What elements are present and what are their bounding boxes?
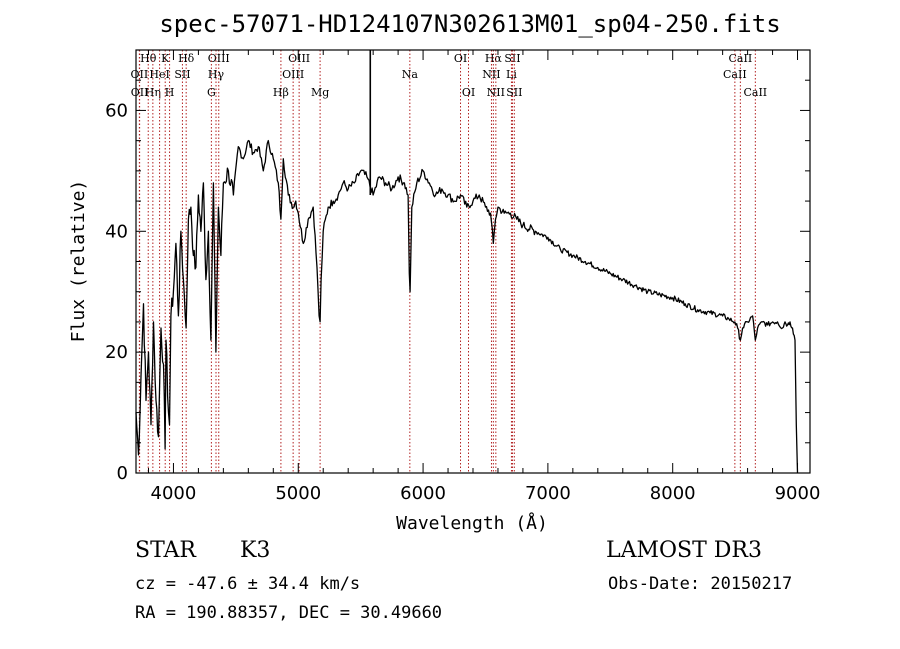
spectral-line-label: SII: [174, 68, 190, 81]
spectral-line-label: OIII: [288, 52, 310, 65]
spectral-line-label: OIII: [208, 52, 230, 65]
spectral-line-label: OI: [462, 86, 475, 99]
x-tick-label: 9000: [775, 483, 821, 504]
y-tick-label: 20: [105, 342, 128, 363]
obs-date: Obs-Date: 20150217: [608, 574, 793, 594]
spectral-line-label: SII: [504, 52, 520, 65]
spectral-line-label: G: [207, 86, 216, 99]
y-tick-label: 60: [105, 100, 128, 121]
x-tick-label: 7000: [525, 483, 571, 504]
spectral-line-label: HeI: [149, 68, 169, 81]
spectral-line-label: SII: [506, 86, 522, 99]
object-class: STAR: [135, 538, 196, 563]
redshift-value: cz = -47.6 ± 34.4 km/s: [135, 574, 361, 594]
survey-name: LAMOST DR3: [606, 538, 762, 563]
spectrum-line: [135, 139, 799, 474]
spectral-line-label: OI: [454, 52, 467, 65]
y-tick-label: 40: [105, 221, 128, 242]
spectral-line-label: OII: [131, 86, 149, 99]
spectral-line-label: Hδ: [178, 52, 195, 65]
plot-frame: [135, 49, 811, 474]
spectral-line-label: CaII: [743, 86, 767, 99]
x-tick-label: 6000: [400, 483, 446, 504]
x-axis-label: Wavelength (Å): [396, 512, 548, 534]
spectral-line-label: NII: [482, 68, 500, 81]
spectral-line-label: CaII: [723, 68, 747, 81]
x-tick-label: 8000: [650, 483, 696, 504]
spectral-line-label: Hγ: [208, 68, 225, 81]
spectral-line-label: K: [161, 52, 170, 65]
spectral-line-label: Na: [402, 68, 419, 81]
axis-ticks: 4000 5000 6000 7000 8000 9000 0 20 40 60: [105, 49, 821, 504]
subclass: K3: [240, 538, 271, 563]
spectral-line-label: OIII: [282, 68, 304, 81]
spectral-line-label: Hβ: [273, 86, 289, 99]
y-tick-label: 0: [117, 463, 128, 484]
spectral-line-label: NII: [487, 86, 505, 99]
spectral-line-label: Hα: [485, 52, 503, 65]
spectral-line-label: Mg: [311, 86, 329, 99]
coordinates: RA = 190.88357, DEC = 30.49660: [135, 603, 443, 623]
spectral-line-label: H: [165, 86, 175, 99]
chart-title: spec-57071-HD124107N302613M01_sp04-250.f…: [159, 10, 780, 38]
spectral-line-label: CaII: [729, 52, 753, 65]
spectral-line-label: Hη: [145, 86, 161, 99]
y-axis-label: Flux (relative): [68, 180, 89, 343]
spectral-line-label: Li: [506, 68, 517, 81]
x-tick-label: 4000: [151, 483, 197, 504]
x-tick-label: 5000: [275, 483, 321, 504]
